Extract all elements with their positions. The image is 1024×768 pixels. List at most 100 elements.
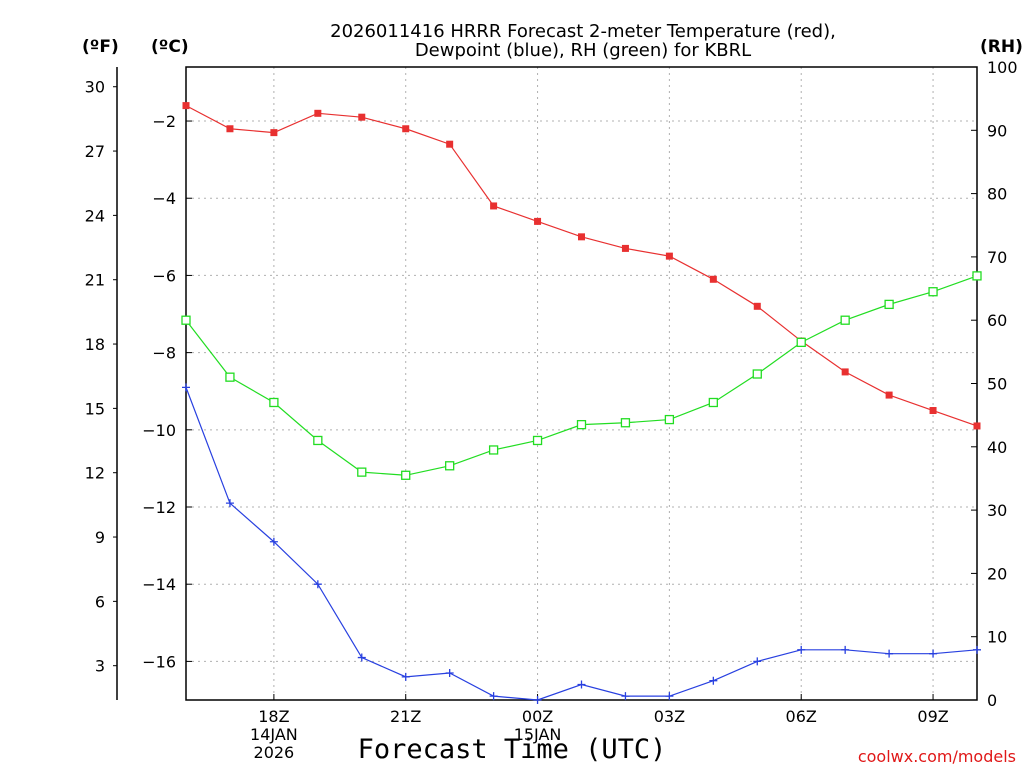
time-tick-label: 14JAN [250, 725, 298, 744]
dewpoint-point [489, 692, 498, 701]
rh-point [796, 337, 806, 348]
fahrenheit-tick-label: 6 [95, 592, 105, 611]
temperature-point [182, 102, 190, 110]
dewpoint-point [621, 692, 630, 701]
rh-tick-label: 60 [987, 311, 1007, 330]
time-tick-label: 09Z [917, 707, 948, 726]
rh-point [928, 287, 938, 297]
rh-tick-label: 40 [987, 438, 1007, 457]
rh-unit-label: (RH) [980, 37, 1023, 57]
temperature-point [973, 422, 981, 430]
axes [116, 66, 978, 701]
dewpoint-point [533, 696, 542, 704]
fahrenheit-tick-label: 9 [95, 528, 105, 547]
rh-point [401, 470, 411, 480]
rh-point [576, 419, 587, 430]
dewpoint-point [445, 668, 454, 677]
dewpoint-point [929, 649, 938, 658]
fahrenheit-tick-label: 12 [85, 464, 105, 483]
temperature-point [841, 368, 849, 376]
rh-tick-label: 50 [987, 375, 1007, 394]
temperature-line [185, 105, 978, 427]
credit-label: coolwx.com/models [858, 747, 1016, 766]
temperature-point [621, 244, 629, 252]
time-tick-label: 00Z [522, 707, 553, 726]
dewpoint-point [709, 676, 718, 685]
fahrenheit-tick-label: 24 [85, 206, 105, 225]
chart-title: 2026011416 HRRR Forecast 2-meter Tempera… [330, 21, 836, 61]
rh-point [225, 372, 235, 382]
temperature-point [490, 202, 498, 210]
rh-point [181, 315, 191, 325]
rh-tick-label: 30 [987, 501, 1007, 520]
rh-tick-label: 10 [987, 628, 1007, 647]
rh-point [532, 435, 543, 446]
dewpoint-point [665, 692, 674, 701]
rh-point [313, 435, 323, 446]
time-tick-label: 15JAN [514, 725, 562, 744]
celsius-tick-label: −10 [142, 421, 176, 440]
temperature-point [534, 217, 542, 225]
celsius-tick-label: −14 [142, 575, 176, 594]
celsius-tick-label: −8 [152, 344, 176, 363]
rh-tick-label: 90 [987, 121, 1007, 140]
celsius-tick-label: −2 [152, 112, 176, 131]
chart-title-line-1: 2026011416 HRRR Forecast 2-meter Tempera… [330, 21, 836, 42]
rh-point [664, 414, 675, 425]
dewpoint-point [885, 649, 894, 658]
dewpoint-point [973, 645, 981, 654]
temperature-point [709, 275, 717, 283]
celsius-tick-label: −4 [152, 189, 176, 208]
rh-point [620, 418, 631, 428]
rh-axis-ticks: 0 10 20 30 40 50 60 70 80 90 100 [971, 58, 1018, 710]
celsius-axis-ticks: −2 −4 −6 −8 −10 −12 −14 −16 [142, 112, 192, 671]
fahrenheit-tick-label: 30 [85, 78, 105, 97]
chart-title-line-2: Dewpoint (blue), RH (green) for KBRL [415, 40, 751, 61]
x-axis-title: Forecast Time (UTC) [358, 734, 667, 765]
time-tick-label: 2026 [254, 743, 295, 762]
plot-frame [185, 66, 978, 701]
rh-point [445, 461, 455, 471]
fahrenheit-tick-label: 3 [95, 657, 105, 676]
rh-point [357, 467, 367, 477]
temperature-point [226, 125, 234, 133]
time-tick-label: 21Z [390, 707, 421, 726]
dewpoint-point [841, 645, 850, 654]
temperature-point [929, 407, 937, 415]
temperature-point [270, 129, 278, 137]
temperature-point [578, 233, 585, 241]
temperature-point [446, 140, 454, 148]
dewpoint-point [182, 383, 190, 392]
celsius-tick-label: −12 [142, 498, 176, 517]
celsius-tick-label: −16 [142, 652, 176, 671]
temperature-point [314, 109, 322, 117]
rh-tick-label: 100 [987, 58, 1018, 77]
rh-point [488, 445, 499, 455]
fahrenheit-tick-label: 21 [85, 271, 105, 290]
temperature-point [402, 125, 410, 133]
temperature-point [665, 252, 673, 260]
fahrenheit-unit-label: (ºF) [82, 37, 119, 57]
rh-tick-label: 0 [987, 691, 997, 710]
fahrenheit-axis-ticks: 30 27 24 21 18 15 12 9 6 3 [85, 78, 117, 676]
celsius-tick-label: −6 [152, 266, 176, 285]
fahrenheit-tick-label: 15 [85, 399, 105, 418]
dewpoint-point [577, 680, 586, 689]
data-series [181, 102, 982, 704]
temperature-point [885, 391, 893, 399]
dewpoint-point [225, 499, 234, 508]
rh-point [269, 397, 279, 408]
dewpoint-point [313, 580, 322, 589]
dewpoint-point [753, 657, 762, 666]
dewpoint-point [401, 672, 410, 681]
dewpoint-point [797, 645, 806, 654]
temperature-point [358, 113, 366, 121]
rh-line [185, 275, 978, 476]
dewpoint-point [357, 653, 366, 662]
time-tick-label: 06Z [786, 707, 817, 726]
rh-point [708, 397, 718, 408]
rh-tick-label: 20 [987, 564, 1007, 583]
dewpoint-point [269, 537, 278, 546]
